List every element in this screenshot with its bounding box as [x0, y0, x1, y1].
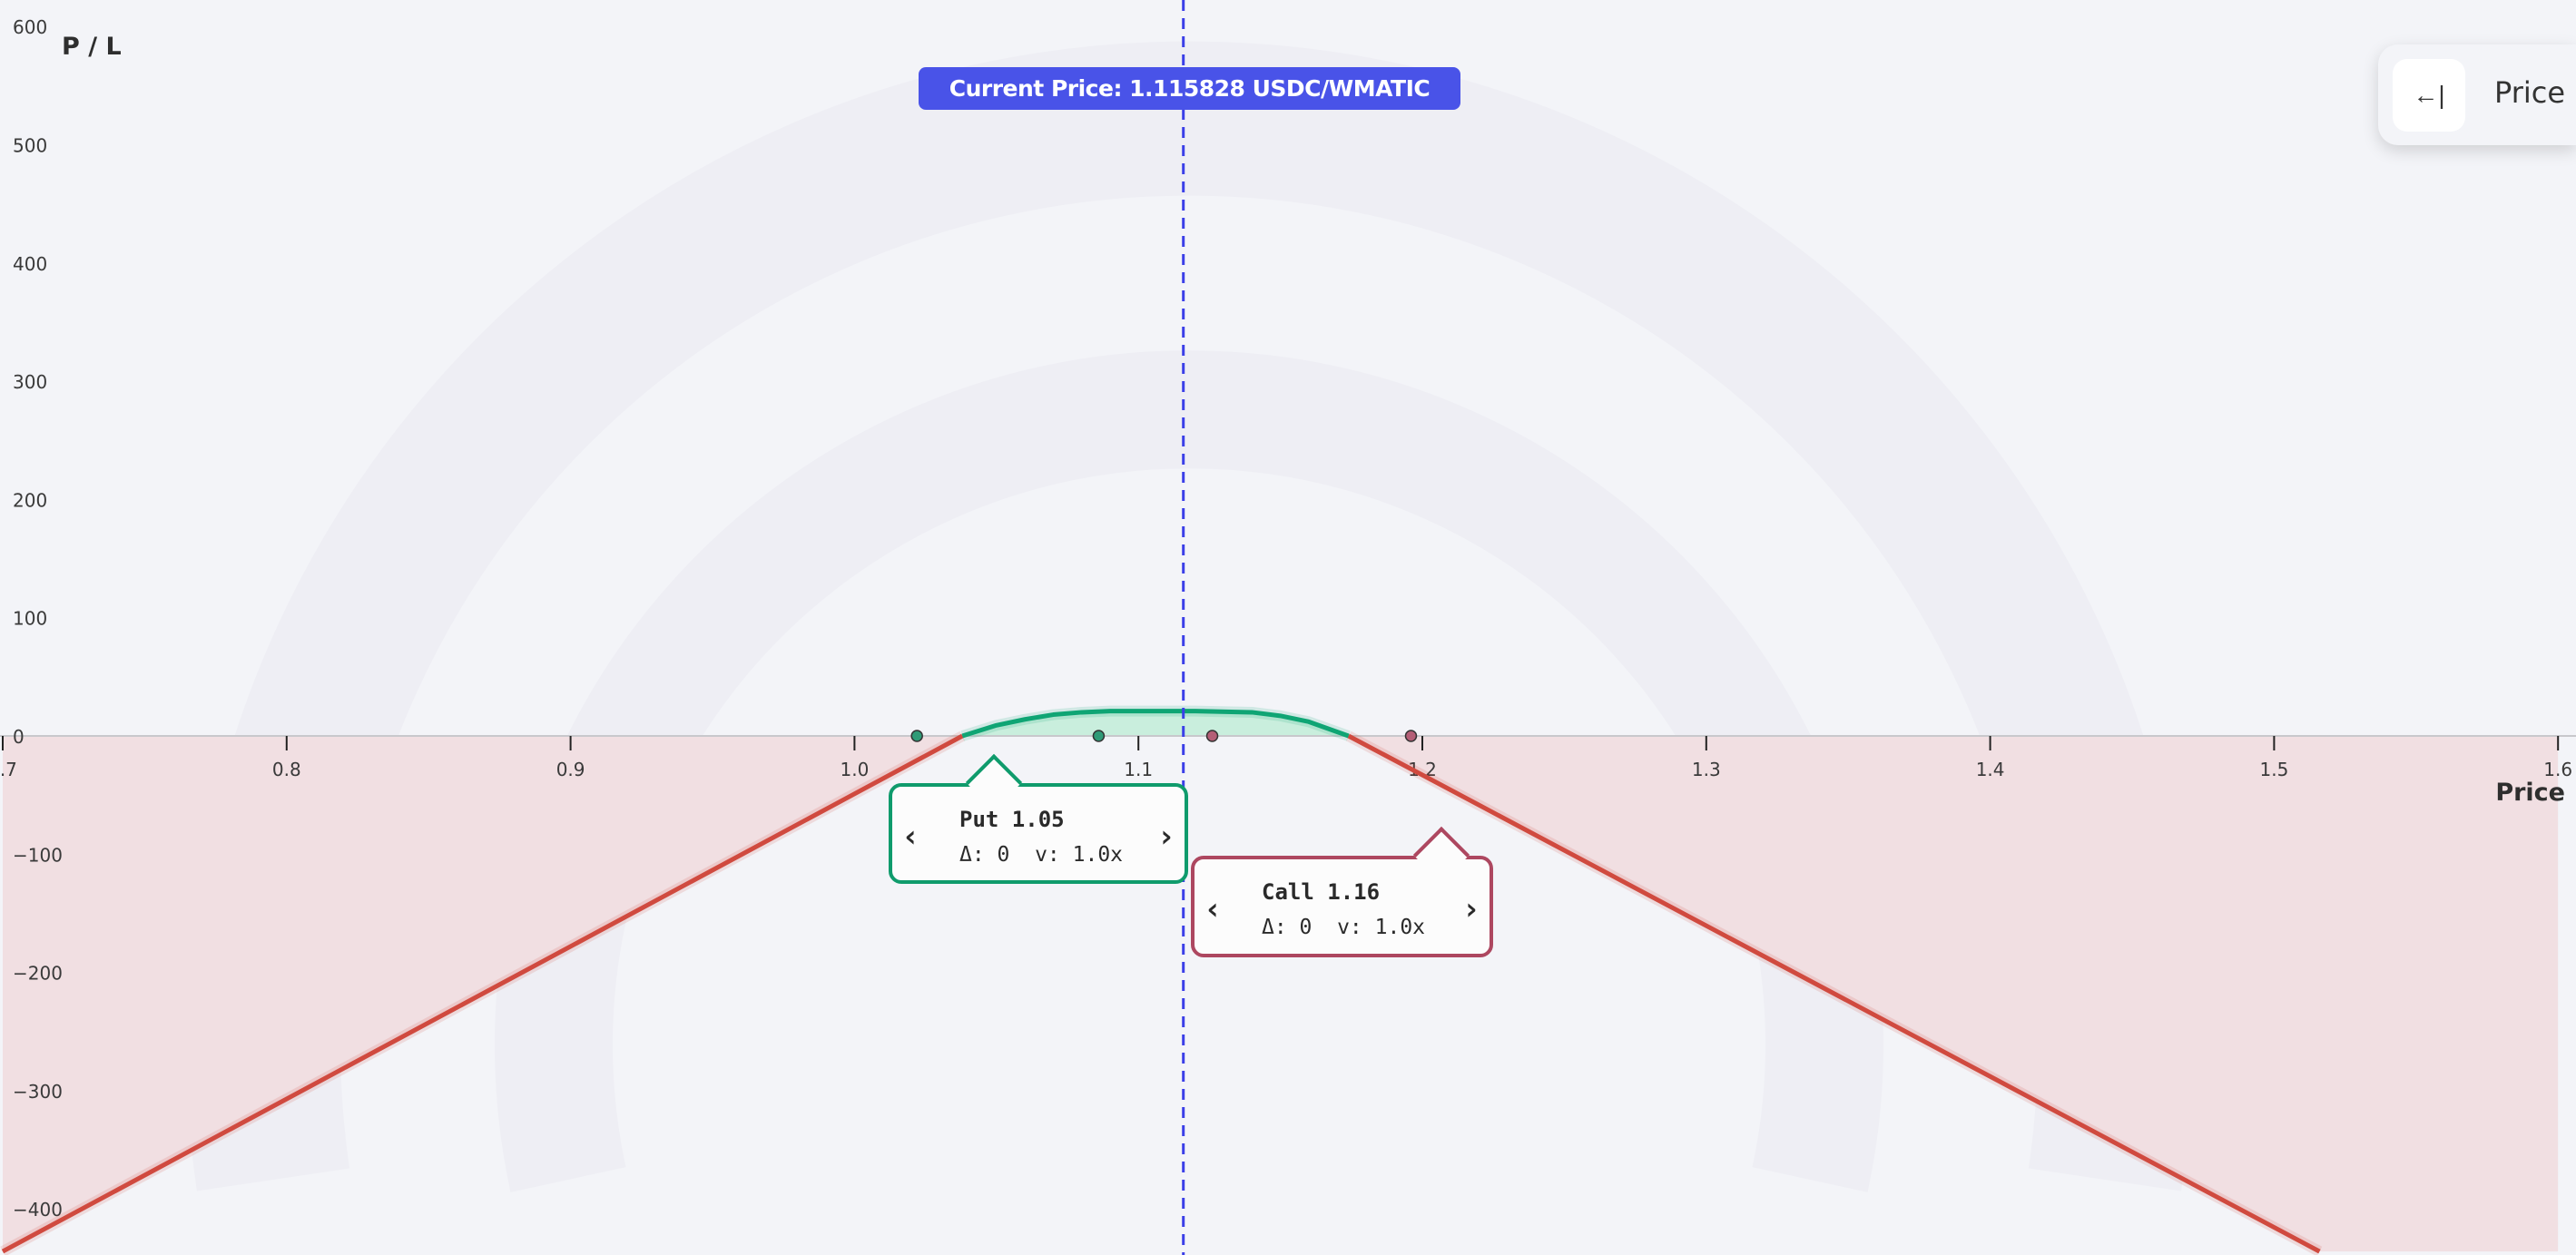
put-title: Put 1.05	[959, 807, 1065, 832]
x-tick-label: 1.0	[840, 759, 869, 780]
current-price-badge: Current Price: 1.115828 USDC/WMATIC	[919, 67, 1460, 110]
loss-line-left	[1, 733, 964, 1254]
strike-marker	[1404, 730, 1418, 742]
strike-marker	[1092, 730, 1106, 742]
profit-area	[962, 711, 1349, 736]
y-tick-label: 0	[13, 726, 25, 748]
x-tick-label: 1.4	[1976, 759, 2005, 780]
y-tick-label: −300	[13, 1081, 63, 1103]
call-title: Call 1.16	[1262, 879, 1381, 905]
x-axis-title: Price	[2495, 779, 2565, 807]
chevron-right-icon[interactable]: ›	[1461, 891, 1480, 927]
y-tick-label: 200	[13, 489, 47, 511]
x-tick-label: 0.9	[556, 759, 585, 780]
y-tick-label: 100	[13, 608, 47, 630]
y-tick-label: −100	[13, 844, 63, 866]
y-tick-label: 400	[13, 253, 47, 275]
call-details: Δ: 0 v: 1.0x	[1262, 916, 1426, 939]
call-option-card[interactable]: ‹ Call 1.16 Δ: 0 v: 1.0x ›	[1191, 826, 1493, 957]
x-tick-label: 1.5	[2259, 759, 2288, 780]
strike-marker	[910, 730, 923, 742]
put-option-card[interactable]: ‹ Put 1.05 Δ: 0 v: 1.0x ›	[889, 753, 1188, 884]
y-tick-label: 600	[13, 16, 47, 38]
loss-area-right	[1348, 736, 2559, 1252]
watermark-rings	[186, 41, 2192, 1192]
y-tick-label: −400	[13, 1199, 63, 1221]
chevron-left-icon[interactable]: ‹	[1204, 891, 1223, 927]
profit-line	[961, 709, 1350, 739]
price-panel-label: Price	[2494, 75, 2566, 110]
x-tick-label: 0.7	[0, 759, 17, 780]
y-tick-label: 500	[13, 135, 47, 157]
strike-marker	[1205, 730, 1219, 742]
loss-line-right	[1347, 733, 2321, 1254]
y-axis-title: P / L	[62, 33, 122, 61]
loss-area-left	[3, 736, 963, 1252]
chevron-left-icon[interactable]: ‹	[901, 819, 920, 855]
y-tick-label: 300	[13, 371, 47, 393]
y-tick-label: −200	[13, 963, 63, 985]
collapse-left-icon[interactable]: ←|	[2393, 59, 2465, 132]
x-tick-label: 1.1	[1124, 759, 1153, 780]
watermark-ring-outer	[186, 41, 2192, 1191]
chevron-right-icon[interactable]: ›	[1156, 819, 1175, 855]
price-panel: ←| Price	[2378, 44, 2576, 145]
x-tick-label: 1.6	[2543, 759, 2572, 780]
put-details: Δ: 0 v: 1.0x	[959, 843, 1124, 867]
x-tick-label: 0.8	[272, 759, 301, 780]
x-tick-label: 1.3	[1692, 759, 1721, 780]
